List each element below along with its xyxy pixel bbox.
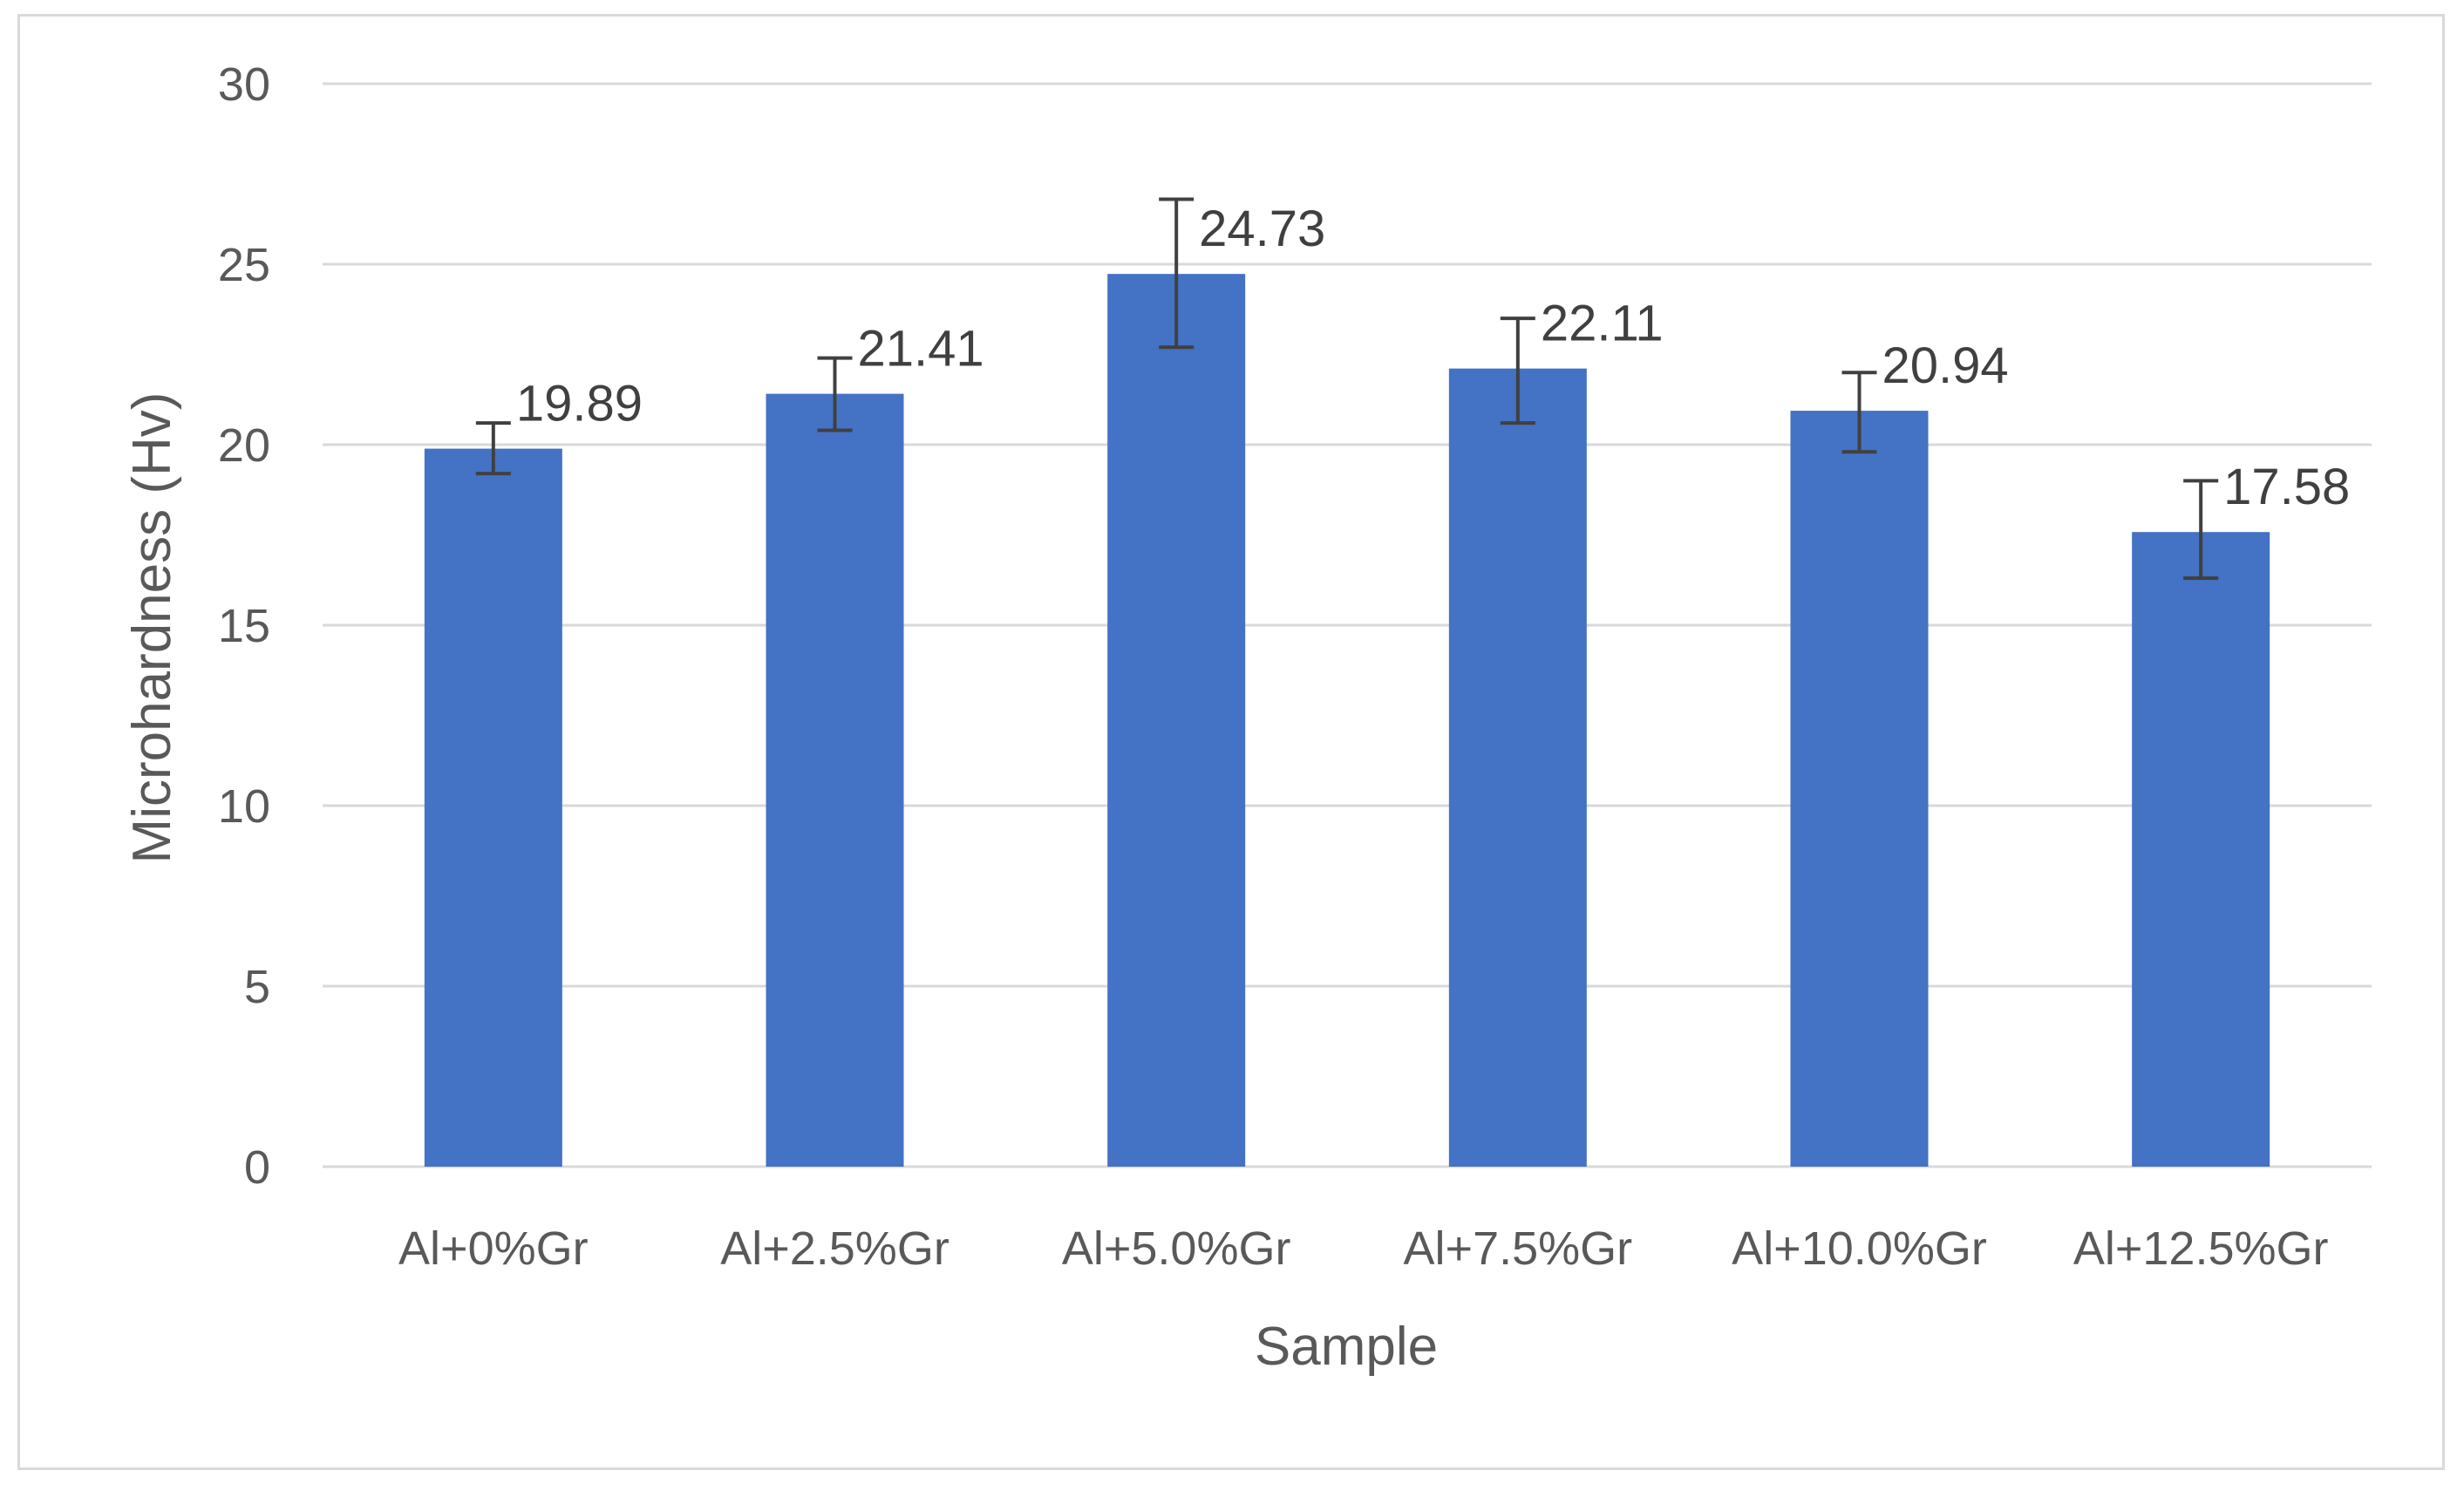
x-category-label: Al+5.0%Gr bbox=[1062, 1222, 1291, 1275]
bar bbox=[424, 448, 562, 1167]
bar bbox=[1448, 368, 1587, 1167]
y-tick-label: 30 bbox=[218, 58, 270, 111]
y-tick-label: 5 bbox=[244, 961, 270, 1013]
bar bbox=[1107, 274, 1246, 1168]
y-tick-label: 25 bbox=[218, 239, 270, 291]
data-labels: 19.89 21.41 24.73 22.11 20.94 17.58 bbox=[516, 201, 2350, 515]
x-category-label: Al+0%Gr bbox=[398, 1222, 589, 1275]
gridlines bbox=[323, 82, 2372, 1168]
data-label: 21.41 bbox=[858, 321, 984, 378]
bar bbox=[2132, 532, 2270, 1167]
x-category-label: Al+2.5%Gr bbox=[720, 1222, 950, 1275]
x-category-label: Al+10.0%Gr bbox=[1732, 1222, 1987, 1275]
x-category-label: Al+7.5%Gr bbox=[1404, 1222, 1633, 1275]
data-label: 22.11 bbox=[1541, 296, 1664, 352]
y-tick-label: 15 bbox=[218, 600, 270, 652]
x-axis-title: Sample bbox=[1255, 1317, 1438, 1377]
data-label: 19.89 bbox=[516, 376, 643, 432]
x-category-label: Al+12.5%Gr bbox=[2073, 1222, 2329, 1275]
x-axis-category-labels: Al+0%Gr Al+2.5%Gr Al+5.0%Gr Al+7.5%Gr Al+10.… bbox=[398, 1222, 2328, 1275]
y-tick-label: 0 bbox=[244, 1141, 270, 1194]
data-label: 20.94 bbox=[1882, 337, 2009, 394]
error-bars bbox=[475, 197, 2219, 581]
bar bbox=[766, 393, 904, 1168]
y-axis-title: Microhardness (Hv) bbox=[122, 392, 182, 864]
y-tick-label: 20 bbox=[218, 419, 270, 472]
y-tick-label: 10 bbox=[218, 780, 270, 833]
bar bbox=[1790, 411, 1929, 1168]
data-label: 17.58 bbox=[2223, 459, 2350, 515]
data-label: 24.73 bbox=[1199, 201, 1325, 257]
y-axis-tick-labels: 0 5 10 15 20 25 30 bbox=[218, 58, 270, 1194]
bars bbox=[424, 274, 2270, 1168]
